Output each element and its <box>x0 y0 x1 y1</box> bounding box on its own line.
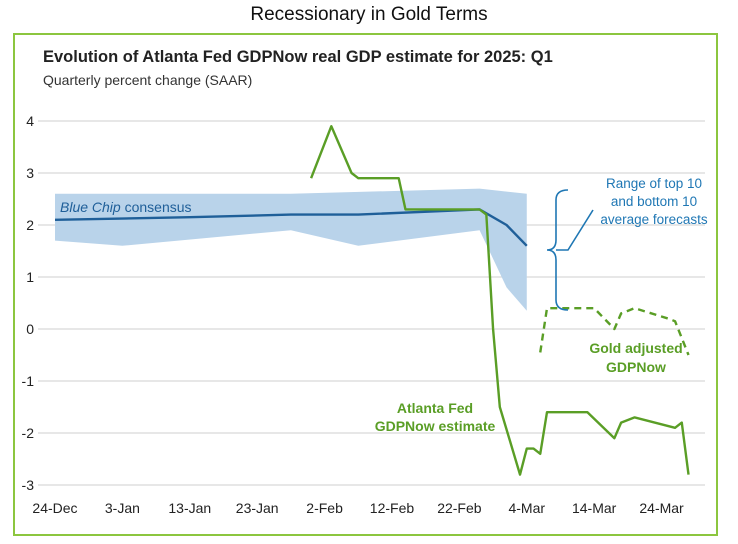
chart-title: Evolution of Atlanta Fed GDPNow real GDP… <box>43 48 553 66</box>
series-range-band <box>55 188 527 311</box>
x-tick-label: 3-Jan <box>105 500 140 516</box>
annotation-blue-chip: Blue Chip consensus <box>60 199 192 215</box>
series-line-2 <box>309 124 690 476</box>
annotations: Blue Chip consensus Range of top 10 and … <box>60 176 708 434</box>
y-tick-label: 3 <box>26 165 34 181</box>
series-line-3 <box>539 307 690 356</box>
figure-title: Recessionary in Gold Terms <box>250 4 488 25</box>
range-leader-line <box>556 209 594 251</box>
x-tick-label: 23-Jan <box>236 500 279 516</box>
x-axis: 24-Dec 3-Jan 13-Jan 23-Jan 2-Feb 12-Feb 22-Feb… <box>32 500 684 516</box>
chart-frame <box>13 33 718 536</box>
y-tick-label: -1 <box>22 373 35 389</box>
series-line-0 <box>54 208 528 247</box>
y-axis: 4 3 2 1 0 -1 -2 -3 <box>22 113 35 493</box>
annotation-gold-line1: Gold adjusted <box>589 340 682 356</box>
annotation-gdpnow-line2: GDPNow estimate <box>375 418 496 434</box>
x-tick-label: 4-Mar <box>508 500 545 516</box>
range-band-layer <box>55 188 527 311</box>
y-tick-label: 4 <box>26 113 34 129</box>
y-tick-label: -3 <box>22 477 35 493</box>
x-tick-label: 24-Mar <box>639 500 684 516</box>
series-layer <box>54 124 690 476</box>
x-tick-label: 13-Jan <box>168 500 211 516</box>
x-tick-label: 24-Dec <box>32 500 77 516</box>
chart-subtitle: Quarterly percent change (SAAR) <box>43 72 253 88</box>
y-tick-label: 1 <box>26 269 34 285</box>
annotation-gold-line2: GDPNow <box>606 359 666 375</box>
annotation-gdpnow-line1: Atlanta Fed <box>397 400 473 416</box>
annotation-blue-chip-rest: consensus <box>121 199 192 215</box>
y-tick-label: 2 <box>26 217 34 233</box>
x-tick-label: 14-Mar <box>572 500 617 516</box>
annotation-range-line1: Range of top 10 <box>606 176 702 191</box>
x-tick-label: 2-Feb <box>306 500 343 516</box>
annotation-range-line3: average forecasts <box>600 212 708 227</box>
range-bracket <box>546 189 569 311</box>
y-tick-label: -2 <box>22 425 35 441</box>
x-tick-label: 12-Feb <box>370 500 415 516</box>
x-tick-label: 22-Feb <box>437 500 482 516</box>
annotation-range-line2: and bottom 10 <box>611 194 697 209</box>
y-tick-label: 0 <box>26 321 34 337</box>
